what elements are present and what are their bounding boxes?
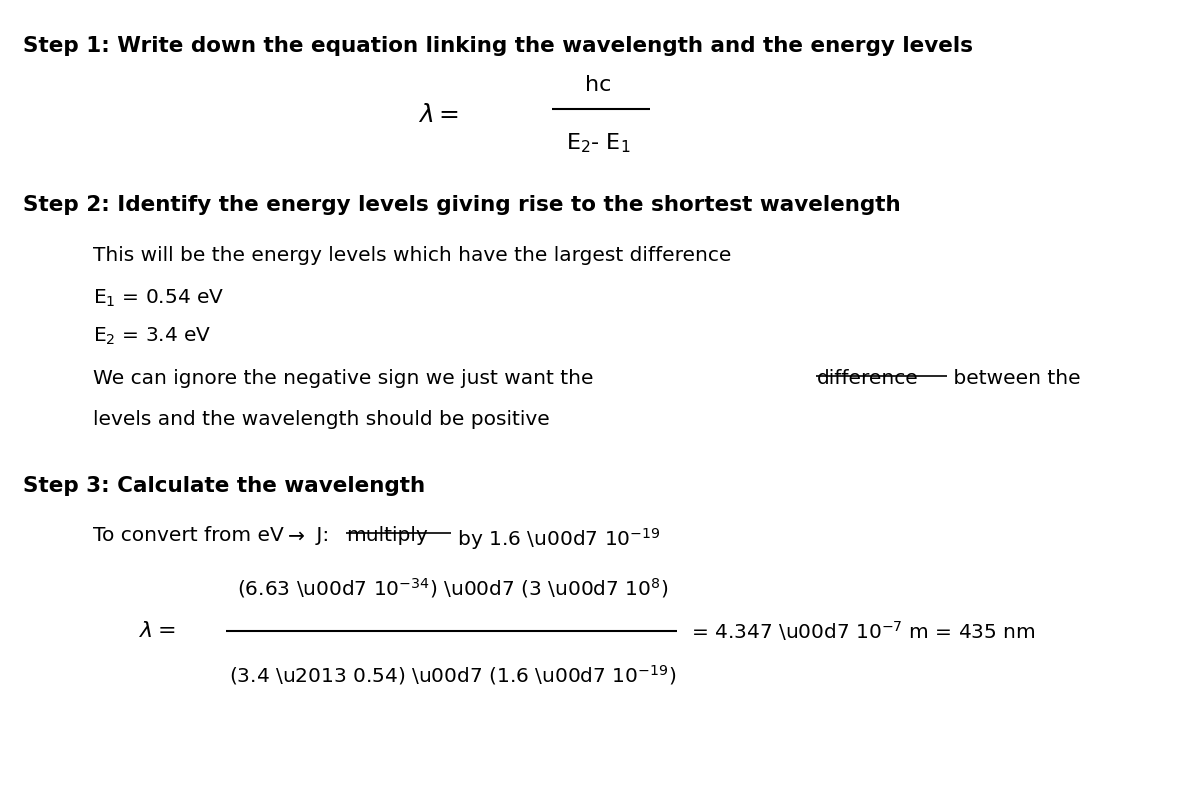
Text: $\lambda =$: $\lambda =$ bbox=[139, 621, 176, 642]
Text: (6.63 \u00d7 10$^{-34}$) \u00d7 (3 \u00d7 10$^{8}$): (6.63 \u00d7 10$^{-34}$) \u00d7 (3 \u00d… bbox=[238, 576, 668, 599]
Text: multiply: multiply bbox=[346, 526, 428, 545]
Text: (3.4 \u2013 0.54) \u00d7 (1.6 \u00d7 10$^{-19}$): (3.4 \u2013 0.54) \u00d7 (1.6 \u00d7 10$… bbox=[229, 663, 677, 687]
Text: hc: hc bbox=[584, 75, 611, 95]
Text: Step 3: Calculate the wavelength: Step 3: Calculate the wavelength bbox=[23, 476, 425, 496]
Text: E$_2$ = 3.4 eV: E$_2$ = 3.4 eV bbox=[92, 326, 211, 347]
Text: Step 1: Write down the equation linking the wavelength and the energy levels: Step 1: Write down the equation linking … bbox=[23, 36, 973, 56]
Text: This will be the energy levels which have the largest difference: This will be the energy levels which hav… bbox=[92, 246, 731, 265]
Text: To convert from eV: To convert from eV bbox=[92, 526, 290, 545]
Text: difference: difference bbox=[816, 369, 918, 388]
Text: E$_2$- E$_1$: E$_2$- E$_1$ bbox=[566, 131, 630, 155]
Text: J:: J: bbox=[310, 526, 336, 545]
Text: We can ignore the negative sign we just want the: We can ignore the negative sign we just … bbox=[92, 369, 600, 388]
Text: between the: between the bbox=[947, 369, 1080, 388]
Text: E$_1$ = 0.54 eV: E$_1$ = 0.54 eV bbox=[92, 287, 224, 309]
Text: Step 2: Identify the energy levels giving rise to the shortest wavelength: Step 2: Identify the energy levels givin… bbox=[23, 195, 901, 214]
Text: $\lambda =$: $\lambda =$ bbox=[418, 103, 460, 127]
Text: = 4.347 \u00d7 10$^{-7}$ m = 435 nm: = 4.347 \u00d7 10$^{-7}$ m = 435 nm bbox=[691, 619, 1036, 643]
Text: levels and the wavelength should be positive: levels and the wavelength should be posi… bbox=[92, 410, 550, 430]
Text: →: → bbox=[288, 526, 305, 545]
Text: by 1.6 \u00d7 10$^{-19}$: by 1.6 \u00d7 10$^{-19}$ bbox=[451, 526, 660, 553]
